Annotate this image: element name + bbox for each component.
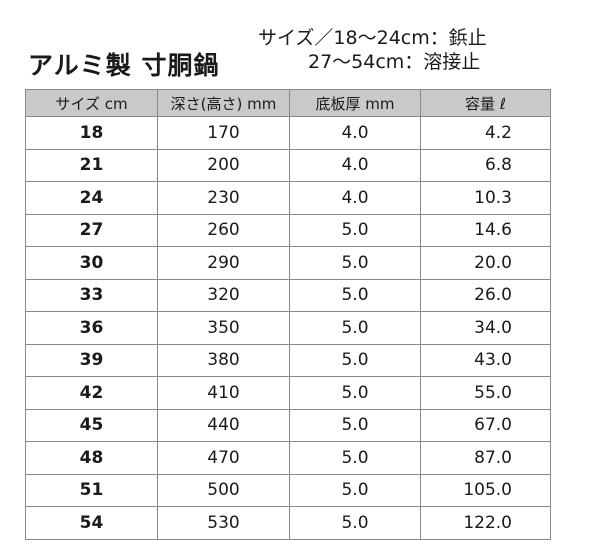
table-row: 24 230 4.0 10.3 [25,181,551,215]
table-row: 54 530 5.0 122.0 [25,506,551,540]
capacity-cell: 4.2 [420,116,551,150]
capacity-cell: 20.0 [420,246,551,280]
table-row: 21 200 4.0 6.8 [25,148,551,182]
depth-cell: 470 [157,441,290,475]
capacity-cell: 10.3 [420,181,551,215]
header-capacity: 容量 ℓ [420,89,551,117]
size-cell: 21 [25,148,158,182]
depth-cell: 380 [157,343,290,377]
page-title: アルミ製 寸胴鍋 [28,51,220,80]
bottom-thickness-cell: 5.0 [289,441,421,475]
bottom-thickness-cell: 5.0 [289,506,421,540]
capacity-cell: 26.0 [420,278,551,312]
depth-cell: 350 [157,311,290,345]
table-row: 27 260 5.0 14.6 [25,213,551,247]
size-cell: 48 [25,441,158,475]
spec-table: サイズ cm 深さ(高さ) mm 底板厚 mm 容量 ℓ 18 170 4.0 4.2… [25,89,551,540]
depth-cell: 290 [157,246,290,280]
size-cell: 45 [25,408,158,442]
table-body: 18 170 4.0 4.2 21 200 4.0 6.8 24 230 4.0 10.3 27 260 5… [25,116,551,540]
table-row: 48 470 5.0 87.0 [25,441,551,475]
size-cell: 54 [25,506,158,540]
capacity-cell: 67.0 [420,408,551,442]
depth-cell: 440 [157,408,290,442]
bottom-thickness-cell: 5.0 [289,376,421,410]
size-cell: 33 [25,278,158,312]
depth-cell: 200 [157,148,290,182]
table-row: 18 170 4.0 4.2 [25,116,551,150]
table-row: 42 410 5.0 55.0 [25,376,551,410]
depth-cell: 530 [157,506,290,540]
capacity-cell: 43.0 [420,343,551,377]
capacity-cell: 6.8 [420,148,551,182]
depth-cell: 320 [157,278,290,312]
size-cell: 18 [25,116,158,150]
bottom-thickness-cell: 5.0 [289,213,421,247]
capacity-cell: 55.0 [420,376,551,410]
table-row: 51 500 5.0 105.0 [25,473,551,507]
bottom-thickness-cell: 5.0 [289,311,421,345]
fastening-note: サイズ／18〜24cm：鋲止 27〜54cm：溶接止 [258,26,487,74]
size-cell: 30 [25,246,158,280]
depth-cell: 410 [157,376,290,410]
header-bottom-thickness: 底板厚 mm [289,89,421,117]
fastening-note-weld: 27〜54cm：溶接止 [308,51,481,73]
capacity-cell: 87.0 [420,441,551,475]
bottom-thickness-cell: 5.0 [289,246,421,280]
size-cell: 36 [25,311,158,345]
bottom-thickness-cell: 4.0 [289,116,421,150]
table-header-row: サイズ cm 深さ(高さ) mm 底板厚 mm 容量 ℓ [25,89,551,117]
table-row: 36 350 5.0 34.0 [25,311,551,345]
bottom-thickness-cell: 5.0 [289,408,421,442]
depth-cell: 500 [157,473,290,507]
table-row: 39 380 5.0 43.0 [25,343,551,377]
size-cell: 27 [25,213,158,247]
size-cell: 24 [25,181,158,215]
bottom-thickness-cell: 4.0 [289,148,421,182]
depth-cell: 260 [157,213,290,247]
depth-cell: 170 [157,116,290,150]
header-size: サイズ cm [25,89,158,117]
header-depth: 深さ(高さ) mm [157,89,290,117]
size-cell: 51 [25,473,158,507]
depth-cell: 230 [157,181,290,215]
size-cell: 42 [25,376,158,410]
table-row: 33 320 5.0 26.0 [25,278,551,312]
bottom-thickness-cell: 5.0 [289,473,421,507]
table-row: 45 440 5.0 67.0 [25,408,551,442]
bottom-thickness-cell: 5.0 [289,343,421,377]
capacity-cell: 105.0 [420,473,551,507]
size-cell: 39 [25,343,158,377]
capacity-cell: 14.6 [420,213,551,247]
table-row: 30 290 5.0 20.0 [25,246,551,280]
capacity-cell: 34.0 [420,311,551,345]
bottom-thickness-cell: 4.0 [289,181,421,215]
capacity-cell: 122.0 [420,506,551,540]
bottom-thickness-cell: 5.0 [289,278,421,312]
fastening-note-rivet: サイズ／18〜24cm：鋲止 [258,27,487,49]
